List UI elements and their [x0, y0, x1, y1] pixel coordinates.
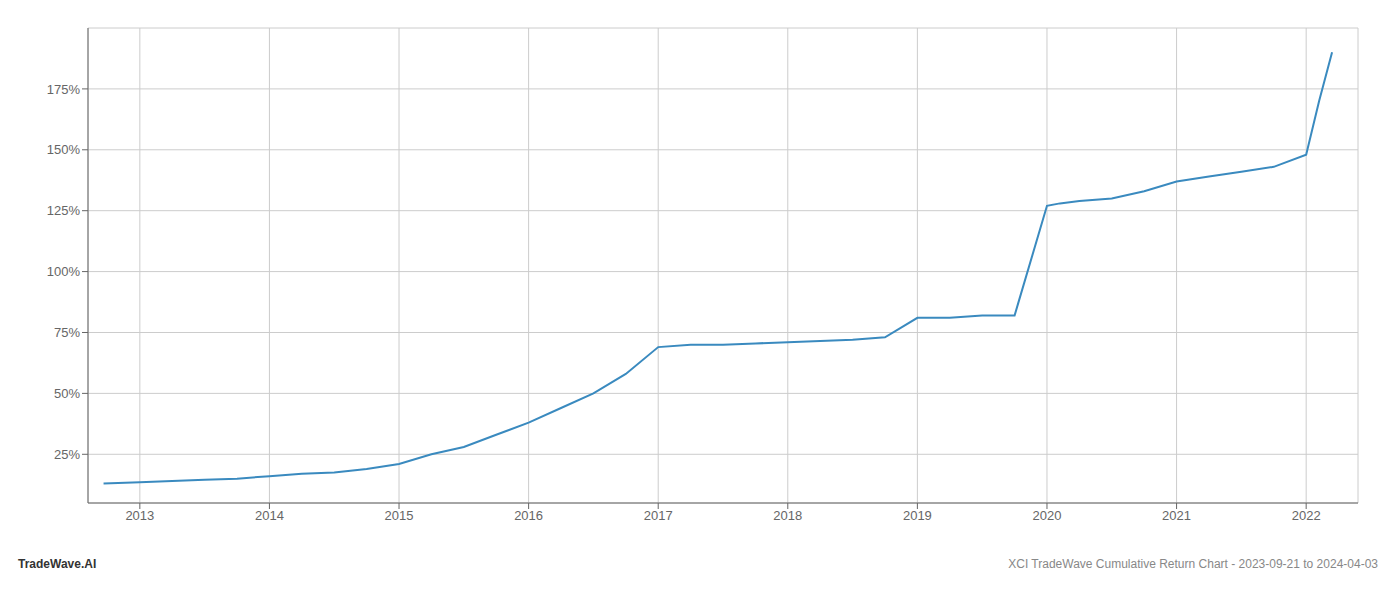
svg-text:2018: 2018	[773, 508, 802, 523]
svg-text:2014: 2014	[255, 508, 284, 523]
svg-text:150%: 150%	[47, 142, 81, 157]
svg-text:2013: 2013	[125, 508, 154, 523]
svg-text:100%: 100%	[47, 264, 81, 279]
svg-text:2019: 2019	[903, 508, 932, 523]
svg-text:125%: 125%	[47, 203, 81, 218]
svg-text:25%: 25%	[54, 447, 80, 462]
svg-text:2015: 2015	[385, 508, 414, 523]
svg-text:2020: 2020	[1033, 508, 1062, 523]
svg-text:50%: 50%	[54, 386, 80, 401]
svg-text:175%: 175%	[47, 82, 81, 97]
svg-text:2021: 2021	[1162, 508, 1191, 523]
svg-text:75%: 75%	[54, 325, 80, 340]
svg-text:2016: 2016	[514, 508, 543, 523]
html-text:XCI TradeWave Cumulative Retur: XCI TradeWave Cumulative Return Chart - …	[1008, 557, 1378, 571]
html-text:TradeWave.AI: TradeWave.AI	[18, 557, 97, 571]
svg-text:2017: 2017	[644, 508, 673, 523]
svg-text:2022: 2022	[1292, 508, 1321, 523]
